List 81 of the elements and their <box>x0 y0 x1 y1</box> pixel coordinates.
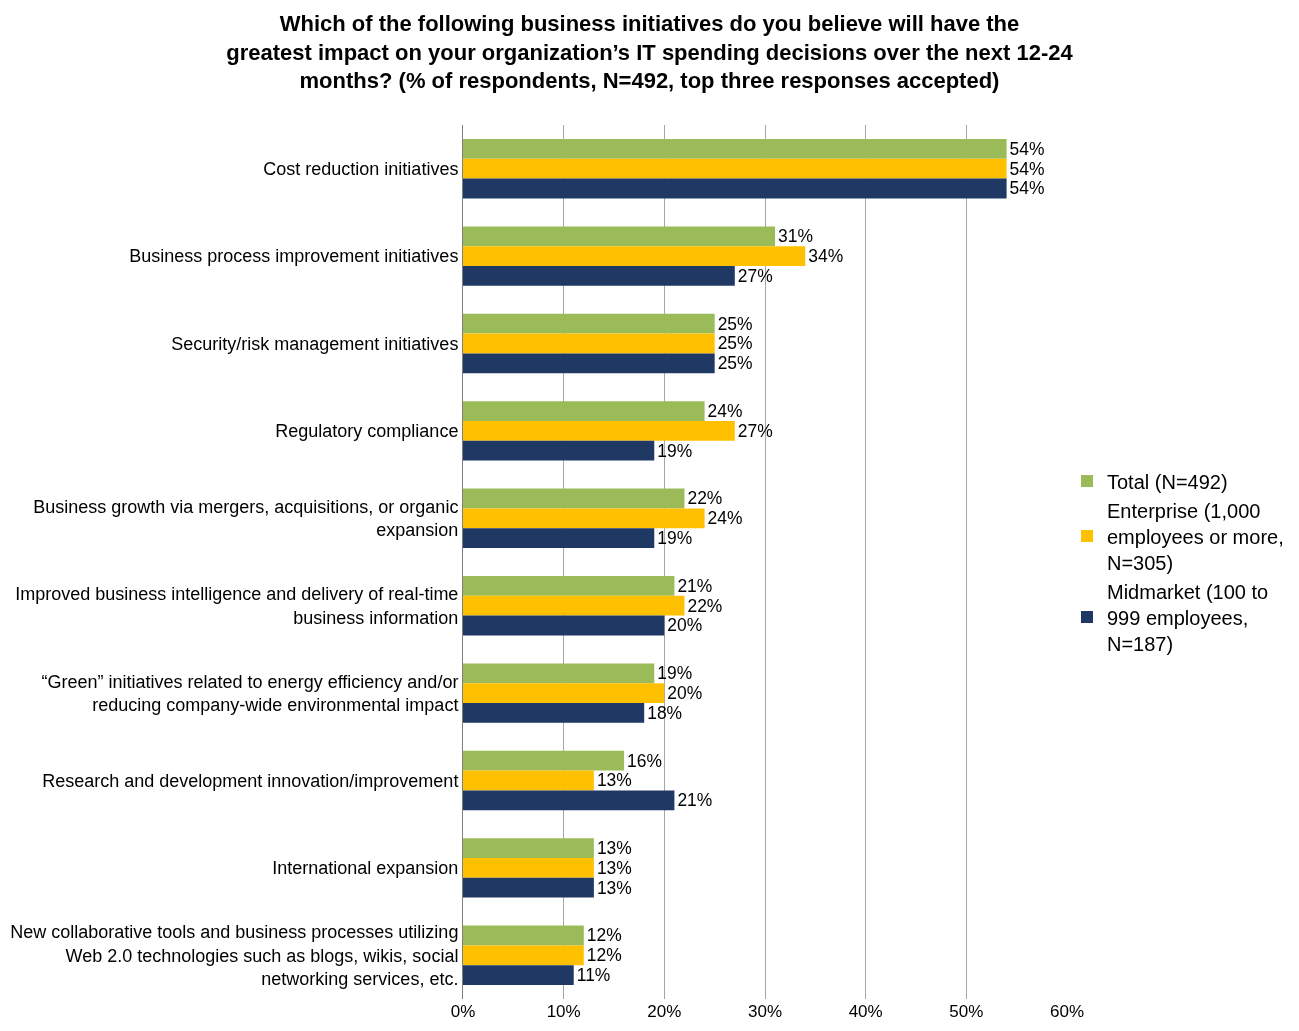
data-label: 31% <box>778 226 813 247</box>
bar <box>463 178 1007 199</box>
chart-title: Which of the following business initiatives do you believe will have the greatest impact on your organization’s IT spending decisions over the next 12-24 months? (% of respondents, N=492, top three responses accepted) <box>226 10 1074 94</box>
data-label: 19% <box>657 663 693 684</box>
data-label: 16% <box>627 750 662 771</box>
bar <box>463 420 735 441</box>
x-tick-label: 30% <box>747 1002 783 1021</box>
data-label: 22% <box>687 595 723 616</box>
bar <box>463 838 594 858</box>
data-label: 25% <box>717 333 753 354</box>
bar <box>463 488 685 509</box>
data-label: 13% <box>596 877 632 898</box>
bar <box>463 703 645 723</box>
bar <box>463 615 665 636</box>
bar <box>463 313 715 334</box>
data-label: 11% <box>576 965 611 986</box>
bar <box>463 790 675 811</box>
data-label: 13% <box>596 838 632 859</box>
y-tick-label: Research and development innovation/improvement <box>42 770 459 791</box>
data-label: 13% <box>596 857 632 878</box>
data-label: 12% <box>586 945 622 966</box>
data-label: 13% <box>596 770 632 791</box>
bar <box>463 683 665 704</box>
legend-label: Enterprise (1,000 employees or more, N=305) <box>1107 499 1284 574</box>
bar <box>463 663 655 684</box>
data-label: 20% <box>667 615 703 636</box>
bar <box>463 353 715 374</box>
x-tick-label: 50% <box>949 1002 984 1021</box>
y-tick-label: Cost reduction initiatives <box>263 159 459 179</box>
y-tick-label: Regulatory compliance <box>275 421 459 442</box>
x-tick-label: 20% <box>647 1002 682 1021</box>
bar <box>463 440 655 461</box>
bar <box>463 595 685 616</box>
data-label: 20% <box>667 683 703 704</box>
bar <box>463 528 655 549</box>
bar <box>463 945 584 966</box>
bar <box>463 575 675 596</box>
data-label: 18% <box>647 702 683 723</box>
data-label: 24% <box>707 401 743 422</box>
bar <box>463 246 806 267</box>
bar <box>463 333 715 354</box>
legend-label: Midmarket (100 to 999 employees, N=187) <box>1107 580 1269 655</box>
x-tick-label: 0% <box>450 1002 476 1021</box>
data-label: 24% <box>707 508 743 529</box>
x-tick-label: 10% <box>546 1002 581 1021</box>
data-label: 25% <box>717 313 753 334</box>
data-label: 19% <box>657 440 693 461</box>
x-tick-label: 60% <box>1049 1002 1085 1021</box>
data-label: 25% <box>717 353 753 374</box>
data-label: 21% <box>677 575 713 596</box>
bar <box>463 138 1007 159</box>
data-label: 22% <box>687 488 723 509</box>
bar <box>463 770 594 791</box>
data-label: 12% <box>586 925 622 946</box>
bar <box>463 750 625 771</box>
data-label: 19% <box>657 528 693 549</box>
y-tick-label: “Green” initiatives related to energy efficiency and/or reducing company-wide environmental impact <box>41 671 459 716</box>
data-label: 54% <box>1009 158 1045 179</box>
bar <box>463 857 594 878</box>
x-tick-label: 40% <box>848 1002 883 1021</box>
bar <box>463 401 705 421</box>
bar <box>463 158 1007 179</box>
bar <box>463 266 735 286</box>
legend-label: Total (N=492) <box>1107 470 1228 493</box>
bar <box>463 508 705 529</box>
y-tick-label: New collaborative tools and business processes utilizing Web 2.0 technologies such as blogs, wikis, social networking services, etc. <box>10 922 459 989</box>
y-tick-label: International expansion <box>272 858 459 879</box>
bar <box>463 925 584 946</box>
y-tick-label: Security/risk management initiatives <box>171 333 459 354</box>
y-tick-label: Business process improvement initiatives <box>129 246 459 267</box>
data-label: 21% <box>677 790 713 811</box>
y-tick-label: Improved business intelligence and delivery of real-time business information <box>15 584 459 628</box>
bar <box>463 965 574 986</box>
y-tick-label: Business growth via mergers, acquisitions, or organic expansion <box>33 496 459 541</box>
bar <box>463 877 594 898</box>
bar <box>463 226 776 247</box>
data-label: 34% <box>808 246 844 267</box>
data-label: 54% <box>1009 138 1045 159</box>
data-label: 54% <box>1009 178 1045 199</box>
data-label: 27% <box>737 265 773 286</box>
data-label: 27% <box>737 420 773 441</box>
